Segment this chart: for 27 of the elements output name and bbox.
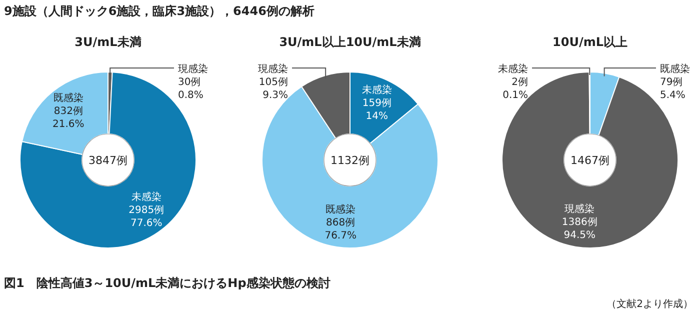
slice-label: 既感染	[53, 92, 84, 104]
text: （文献2より作成）	[606, 298, 693, 310]
data-label: 832例 21.6%	[52, 106, 84, 130]
chart-title: 3U/mL以上10U/mL未満	[279, 35, 421, 49]
data-label: 79例 5.4%	[660, 77, 686, 101]
data-label: 159例 14%	[362, 98, 392, 122]
caption: 図1 陰性高値3～10U/mL未満におけるHp感染状態の検討	[4, 276, 330, 290]
text: 9施設（人間ドック6施設，臨床3施設），6446例の解析	[4, 4, 314, 18]
slice-label: 未感染	[498, 63, 528, 75]
chart-title: 3U/mL未満	[74, 35, 142, 49]
data-label: 868例 76.7%	[324, 217, 356, 242]
chart-title: 10U/mL以上	[552, 35, 628, 49]
slice-label: 既感染	[326, 203, 356, 216]
slice-label: 現感染	[178, 63, 208, 75]
data-label: 30例 0.8%	[178, 77, 204, 101]
slice-label: 未感染	[131, 190, 162, 203]
text: 1132例	[330, 154, 370, 167]
data-label: 2例 0.1%	[502, 77, 528, 101]
slice-label: 既感染	[660, 63, 690, 75]
slice-label: 未感染	[362, 84, 392, 96]
text: 3847例	[88, 154, 128, 167]
text: 1467例	[570, 154, 610, 167]
data-label: 2985例 77.6%	[128, 204, 164, 229]
data-label: 1386例 94.5%	[562, 217, 598, 242]
slice-label: 現感染	[564, 203, 595, 216]
slice-label: 現感染	[258, 63, 288, 75]
data-label: 105例 9.3%	[258, 77, 288, 101]
